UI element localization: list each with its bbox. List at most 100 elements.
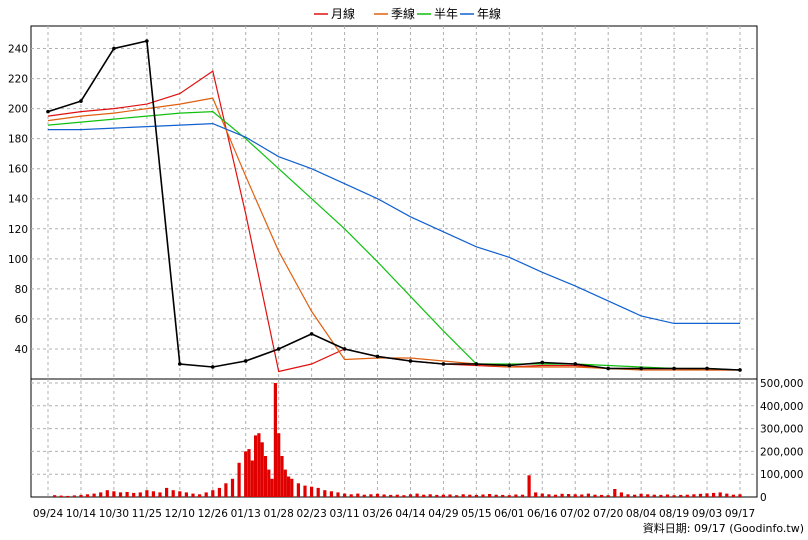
volume-bar-22 xyxy=(198,494,202,497)
price-point-11 xyxy=(408,359,413,363)
x-tick-label-10: 03/26 xyxy=(362,508,393,520)
price-point-2 xyxy=(112,46,116,51)
volume-bar-5 xyxy=(85,494,90,497)
price-point-5 xyxy=(210,365,215,369)
x-tick-label-6: 01/13 xyxy=(231,508,261,520)
volume-bar-105 xyxy=(698,493,703,497)
price-point-3 xyxy=(145,39,149,43)
volume-bar-31 xyxy=(250,460,254,497)
price-axis-ticks: 40 60 80 100 120 140 160 180 200 220 240 xyxy=(8,44,28,356)
volume-bar-101 xyxy=(672,495,676,497)
volume-bar-102 xyxy=(679,494,683,497)
price-tick-label-4: 120 xyxy=(8,224,28,236)
volume-bar-51 xyxy=(343,493,347,497)
volume-bar-72 xyxy=(481,494,485,497)
volume-bar-28 xyxy=(237,462,241,497)
legend-item-2: 季線 xyxy=(374,6,415,21)
volume-bar-61 xyxy=(408,494,413,497)
price-grid xyxy=(31,26,757,379)
volume-bar-75 xyxy=(501,494,505,497)
volume-tick-label-0: 0 xyxy=(760,492,767,504)
volume-bar-100 xyxy=(665,494,670,497)
volume-bar-21 xyxy=(191,493,195,497)
volume-bar-73 xyxy=(488,494,492,497)
volume-bar-64 xyxy=(428,494,432,497)
volume-bar-103 xyxy=(685,494,689,497)
volume-bar-62 xyxy=(415,493,419,497)
volume-bars xyxy=(53,383,742,497)
x-tick-label-17: 07/20 xyxy=(593,508,623,520)
ma-line-3 xyxy=(47,110,741,371)
volume-bar-25 xyxy=(217,487,221,497)
volume-bar-37 xyxy=(270,478,274,497)
volume-bar-78 xyxy=(520,494,525,497)
volume-bar-67 xyxy=(448,494,452,497)
volume-bar-90 xyxy=(600,494,604,497)
price-point-18 xyxy=(639,366,643,371)
volume-bar-79 xyxy=(527,475,531,497)
volume-bar-81 xyxy=(540,493,544,497)
volume-bar-38 xyxy=(273,383,277,497)
volume-bar-0 xyxy=(53,495,57,497)
volume-bar-87 xyxy=(580,494,584,497)
volume-bar-74 xyxy=(494,494,498,497)
volume-bar-104 xyxy=(692,494,696,497)
volume-bar-83 xyxy=(553,494,558,497)
volume-bar-47 xyxy=(316,487,320,497)
price-series xyxy=(46,39,742,372)
volume-bar-80 xyxy=(534,492,538,497)
price-tick-label-8: 200 xyxy=(8,104,28,116)
volume-bar-20 xyxy=(184,492,188,497)
volume-bar-110 xyxy=(731,494,735,497)
x-axis-ticks: 09/24 10/14 10/30 11/25 12/10 12/26 01/13 01/28… xyxy=(33,508,755,520)
volume-bar-68 xyxy=(455,495,459,497)
price-point-12 xyxy=(441,362,446,366)
volume-bar-8 xyxy=(105,490,109,497)
volume-bar-32 xyxy=(254,435,258,497)
volume-bar-54 xyxy=(362,494,366,497)
volume-bar-13 xyxy=(138,492,142,497)
volume-tick-label-1: 100,000 xyxy=(760,469,803,481)
volume-bar-95 xyxy=(633,494,637,497)
volume-bar-11 xyxy=(125,492,129,497)
price-point-10 xyxy=(375,354,380,359)
volume-bar-1 xyxy=(59,495,63,497)
volume-bar-6 xyxy=(92,493,96,497)
x-tick-label-3: 11/25 xyxy=(132,508,162,520)
price-point-6 xyxy=(243,359,248,363)
volume-bar-36 xyxy=(267,469,271,497)
volume-bar-23 xyxy=(204,492,208,497)
x-tick-label-2: 10/30 xyxy=(99,508,129,520)
volume-bar-96 xyxy=(639,493,643,497)
volume-bar-7 xyxy=(99,492,103,497)
volume-bar-108 xyxy=(718,492,722,497)
x-tick-label-16: 07/02 xyxy=(560,508,590,520)
x-tick-label-5: 12/26 xyxy=(198,508,229,520)
x-tick-label-7: 01/28 xyxy=(264,508,294,520)
legend-item-3: 半年 xyxy=(417,7,458,21)
volume-bar-27 xyxy=(230,478,235,497)
volume-bar-29 xyxy=(244,451,248,497)
price-tick-label-7: 180 xyxy=(8,134,28,146)
volume-bar-34 xyxy=(260,442,264,497)
x-tick-label-4: 12/10 xyxy=(165,508,195,520)
volume-bar-18 xyxy=(171,490,175,497)
x-tick-label-20: 09/03 xyxy=(692,508,722,520)
price-tick-label-0: 40 xyxy=(15,344,28,356)
legend-item-4: 年線 xyxy=(460,6,501,21)
price-point-1 xyxy=(79,99,83,103)
volume-bar-55 xyxy=(369,494,373,497)
price-line xyxy=(47,40,741,371)
legend-label-3: 半年 xyxy=(434,7,458,21)
volume-tick-label-2: 200,000 xyxy=(760,446,803,458)
volume-bar-14 xyxy=(145,490,149,497)
price-point-14 xyxy=(507,363,512,368)
volume-bar-71 xyxy=(474,494,478,497)
volume-bar-89 xyxy=(593,494,597,497)
x-tick-label-8: 02/23 xyxy=(296,508,326,520)
volume-bar-106 xyxy=(705,493,709,497)
volume-bar-33 xyxy=(257,433,261,497)
price-tick-label-10: 240 xyxy=(8,44,28,56)
volume-bar-42 xyxy=(287,476,291,497)
